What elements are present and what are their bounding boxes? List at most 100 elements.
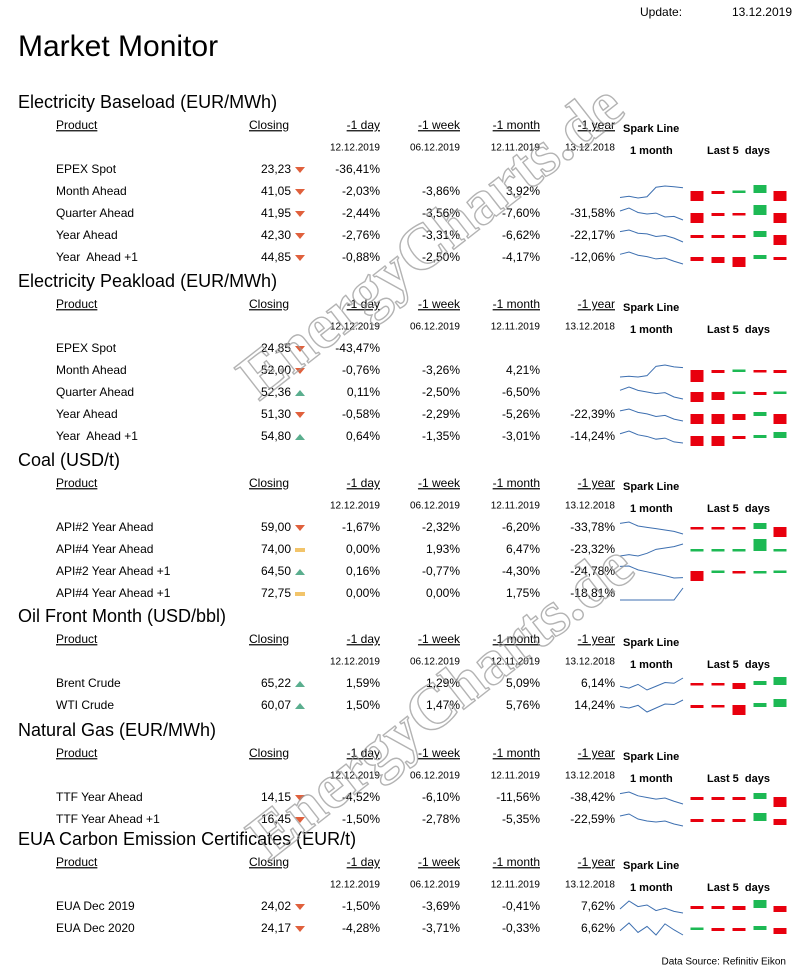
change: -1,50%: [342, 899, 380, 913]
last5-bar: [690, 549, 704, 552]
trend-up: [295, 569, 305, 575]
change: 6,14%: [581, 676, 615, 690]
column-date: 12.12.2019: [330, 322, 380, 333]
last5-bar: [690, 213, 704, 223]
column-header: -1 day: [347, 297, 380, 311]
column-header: Closing: [249, 118, 289, 132]
change: -3,01%: [502, 429, 540, 443]
product: EPEX Spot: [56, 341, 117, 355]
last5-bar: [753, 539, 767, 551]
column-header: Closing: [249, 746, 289, 760]
column-header: Closing: [249, 855, 289, 869]
last5-bar: [711, 527, 725, 530]
last5-bar: [690, 683, 704, 686]
column-date: 06.12.2019: [410, 322, 460, 333]
product: API#2 Year Ahead +1: [56, 564, 171, 578]
last5-bar: [732, 819, 746, 822]
last5-bar: [711, 235, 725, 238]
change: -6,50%: [502, 385, 540, 399]
change: 14,24%: [574, 698, 615, 712]
column-header: 1 month: [630, 882, 673, 894]
spark-line: [619, 364, 684, 378]
change: 0,00%: [426, 586, 460, 600]
last5-bar: [732, 369, 746, 372]
change: -2,50%: [422, 250, 460, 264]
last5-bar: [773, 432, 787, 438]
column-header: 1 month: [630, 773, 673, 785]
change: -1,67%: [342, 520, 380, 534]
change: -7,60%: [502, 206, 540, 220]
column-header: -1 week: [418, 118, 461, 132]
last5-bar: [711, 906, 725, 909]
column-header: 1 month: [630, 503, 673, 515]
product: API#4 Year Ahead +1: [56, 586, 171, 600]
page-title: Market Monitor: [18, 30, 218, 63]
closing: 60,07: [261, 698, 291, 712]
column-header: Closing: [249, 632, 289, 646]
product: API#4 Year Ahead: [56, 542, 153, 556]
column-date: 12.12.2019: [330, 501, 380, 512]
section-title: Electricity Peakload (EUR/MWh): [18, 271, 277, 291]
spark-line: [619, 207, 684, 221]
column-header: Product: [56, 632, 98, 646]
change: -18,81%: [570, 586, 615, 600]
change: -2,78%: [422, 812, 460, 826]
product: TTF Year Ahead +1: [56, 812, 160, 826]
change: -22,59%: [570, 812, 615, 826]
column-header: -1 year: [578, 297, 615, 311]
change: -0,88%: [342, 250, 380, 264]
last5-bar: [711, 436, 725, 446]
spark-line: [619, 185, 684, 199]
column-header: Last 5 days: [707, 882, 770, 894]
last5-bar: [732, 571, 746, 574]
change: -2,03%: [342, 184, 380, 198]
last5-bar: [753, 703, 767, 707]
column-header: Spark Line: [623, 302, 679, 314]
last5-bar: [732, 906, 746, 910]
column-date: 06.12.2019: [410, 501, 460, 512]
last5-bar: [690, 527, 704, 530]
column-header: 1 month: [630, 324, 673, 336]
change: 6,47%: [506, 542, 540, 556]
column-header: 1 month: [630, 659, 673, 671]
column-date: 12.12.2019: [330, 880, 380, 891]
last5-bar: [690, 370, 704, 382]
change: -23,32%: [570, 542, 615, 556]
column-date: 13.12.2018: [565, 771, 615, 782]
section-title: Coal (USD/t): [18, 450, 120, 470]
column-header: -1 month: [493, 855, 540, 869]
last5-bar: [773, 370, 787, 373]
last5-bar: [753, 231, 767, 237]
change: -5,26%: [502, 407, 540, 421]
column-header: -1 year: [578, 746, 615, 760]
spark-line: [619, 521, 684, 535]
column-header: -1 day: [347, 118, 380, 132]
last5-bar: [690, 927, 704, 930]
last5-bar: [732, 928, 746, 931]
product: API#2 Year Ahead: [56, 520, 153, 534]
column-date: 13.12.2018: [565, 657, 615, 668]
change: -3,31%: [422, 228, 460, 242]
column-header: -1 year: [578, 855, 615, 869]
spark-line: [619, 386, 684, 400]
column-date: 12.11.2019: [491, 771, 541, 782]
spark-line: [619, 699, 684, 713]
column-header: -1 week: [418, 746, 461, 760]
column-date: 12.12.2019: [330, 657, 380, 668]
change: 1,75%: [506, 586, 540, 600]
column-header: 1 month: [630, 145, 673, 157]
column-date: 06.12.2019: [410, 880, 460, 891]
last5-bar: [753, 370, 767, 373]
change: -3,71%: [422, 921, 460, 935]
last5-bar: [690, 571, 704, 581]
column-date: 12.11.2019: [491, 501, 541, 512]
column-header: -1 day: [347, 632, 380, 646]
column-header: Last 5 days: [707, 659, 770, 671]
change: -0,58%: [342, 407, 380, 421]
spark-line: [619, 229, 684, 243]
closing: 54,80: [261, 429, 291, 443]
change: -14,24%: [570, 429, 615, 443]
trend-down: [295, 167, 305, 173]
last5-bar: [773, 257, 787, 260]
last5-bar: [711, 797, 725, 800]
